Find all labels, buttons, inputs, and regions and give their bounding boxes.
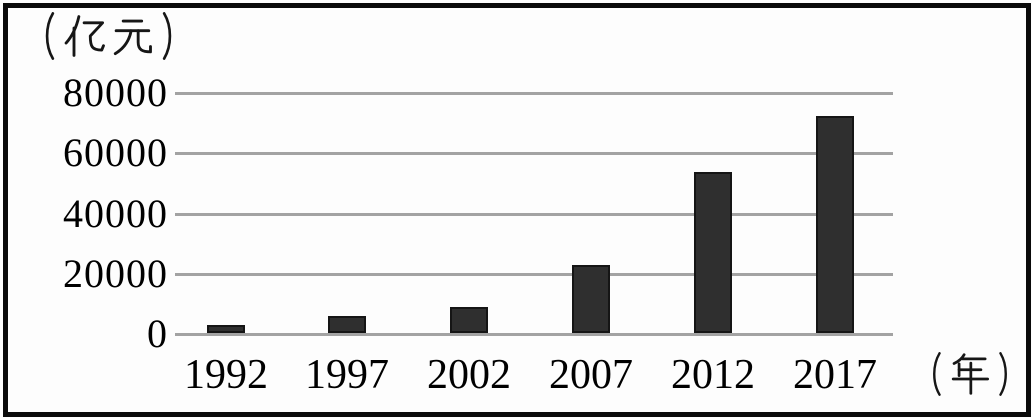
y-tick-label-20000: 20000 [63, 251, 168, 296]
fullwidth-left-paren-glyph [45, 12, 55, 60]
gridline-40000 [175, 213, 893, 216]
x-tick-label-2007: 2007 [549, 352, 633, 398]
x-axis-unit-label [926, 352, 1014, 396]
x-tick-label-1997: 1997 [305, 352, 389, 398]
y-tick-label-80000: 80000 [63, 70, 168, 115]
bar-2002 [450, 307, 488, 333]
bar-1992 [207, 325, 245, 333]
gridline-80000 [175, 92, 893, 95]
bar-2012 [694, 172, 732, 333]
gridline-60000 [175, 152, 893, 155]
fullwidth-right-paren-glyph [999, 352, 1007, 396]
y-tick-label-60000: 60000 [63, 130, 168, 175]
x-tick-label-2002: 2002 [427, 352, 511, 398]
y-tick-label-0: 0 [147, 311, 168, 356]
gridline-0 [175, 333, 893, 336]
bar-2017 [816, 116, 854, 333]
x-tick-label-1992: 1992 [184, 352, 268, 398]
fullwidth-left-paren-glyph [933, 352, 941, 396]
fullwidth-right-paren-glyph [162, 12, 172, 60]
x-tick-label-2017: 2017 [793, 352, 877, 398]
cjk-char-nian-glyph [951, 353, 990, 395]
cjk-char-yi-glyph [64, 15, 105, 57]
gridline-20000 [175, 273, 893, 276]
bar-1997 [328, 316, 366, 333]
y-tick-label-40000: 40000 [63, 191, 168, 236]
bar-2007 [572, 265, 610, 333]
cjk-char-yuan-glyph [113, 19, 152, 56]
x-tick-label-2012: 2012 [671, 352, 755, 398]
chart-border [3, 3, 1031, 417]
y-axis-unit-label [38, 12, 179, 60]
